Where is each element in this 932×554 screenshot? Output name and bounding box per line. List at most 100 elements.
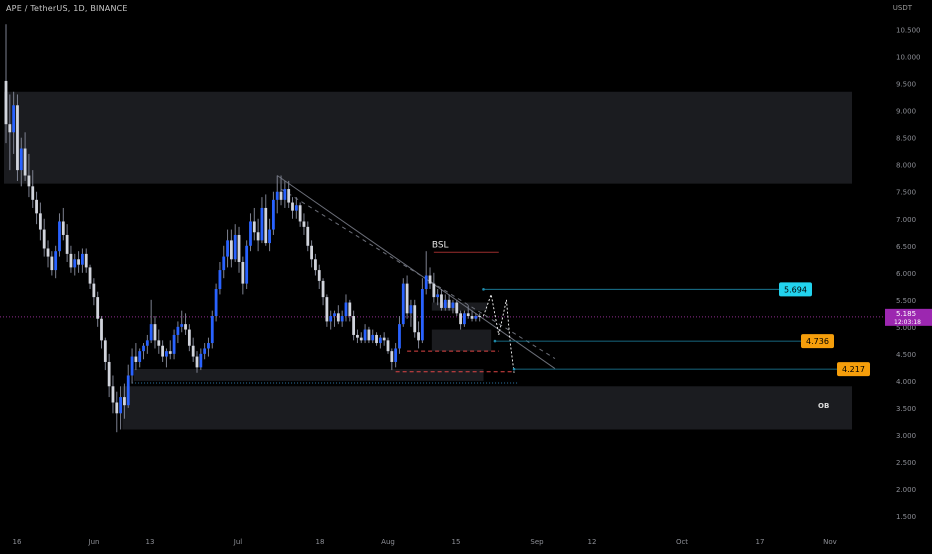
candle-body[interactable] [103,340,107,362]
candle-body[interactable] [245,245,249,284]
candle-body[interactable] [394,348,398,362]
candle-body[interactable] [61,221,65,235]
candle-body[interactable] [19,148,23,171]
candle-body[interactable] [252,221,256,233]
candle-body[interactable] [348,302,352,317]
candle-body[interactable] [115,402,119,414]
candle-body[interactable] [432,283,436,298]
candle-body[interactable] [447,299,451,308]
candle-body[interactable] [268,229,271,244]
candle-body[interactable] [142,345,145,352]
candle-body[interactable] [180,324,184,327]
candle-body[interactable] [375,334,378,344]
candle-body[interactable] [325,297,329,322]
candle-body[interactable] [294,205,298,211]
candle-body[interactable] [165,351,168,357]
candle-body[interactable] [8,124,12,133]
candle-body[interactable] [161,345,165,357]
target-box[interactable] [779,282,812,297]
candle-body[interactable] [275,191,279,200]
candle-body[interactable] [237,234,241,262]
candle-body[interactable] [367,329,371,341]
candle-body[interactable] [58,221,61,252]
candle-body[interactable] [478,316,482,318]
candle-body[interactable] [359,337,363,341]
candle-body[interactable] [149,324,153,341]
candle-body[interactable] [207,343,210,349]
candle-body[interactable] [306,226,310,246]
candle-body[interactable] [134,356,138,362]
candle-body[interactable] [401,283,405,325]
candle-body[interactable] [291,202,294,211]
candle-body[interactable] [336,313,340,322]
candle-body[interactable] [23,148,27,176]
candle-body[interactable] [321,280,325,298]
candle-body[interactable] [463,313,466,325]
candle-body[interactable] [88,267,92,284]
candle-body[interactable] [210,316,214,344]
candle-body[interactable] [413,305,417,333]
candle-body[interactable] [455,302,459,314]
candle-body[interactable] [153,324,157,341]
candle-body[interactable] [314,259,317,271]
candle-body[interactable] [195,356,199,368]
candle-body[interactable] [130,356,134,376]
candle-body[interactable] [382,337,386,341]
candle-body[interactable] [126,375,130,406]
candle-body[interactable] [333,313,336,317]
candle-body[interactable] [176,326,180,335]
candle-body[interactable] [428,275,432,284]
candle-body[interactable] [241,261,245,284]
candle-body[interactable] [310,245,313,260]
candle-body[interactable] [226,240,229,257]
candle-body[interactable] [73,259,77,268]
candle-body[interactable] [459,313,462,325]
candle-body[interactable] [443,299,447,308]
candle-body[interactable] [344,302,348,317]
candle-body[interactable] [138,351,142,362]
candle-body[interactable] [168,351,172,354]
candle-body[interactable] [256,232,260,241]
candle-body[interactable] [409,305,413,314]
candle-body[interactable] [119,397,122,414]
candle-body[interactable] [470,316,474,319]
candle-body[interactable] [46,248,50,257]
candle-body[interactable] [451,302,455,308]
candle-body[interactable] [222,256,226,271]
candle-body[interactable] [371,334,375,341]
candle-body[interactable] [172,334,176,354]
candle-body[interactable] [420,289,424,341]
candle-body[interactable] [329,316,333,322]
candle-body[interactable] [405,283,409,314]
candle-body[interactable] [356,334,359,338]
candle-body[interactable] [283,189,287,200]
candle-body[interactable] [31,186,35,200]
candle-body[interactable] [264,207,268,244]
candle-body[interactable] [145,340,149,346]
candle-body[interactable] [417,332,420,341]
candle-body[interactable] [35,199,38,214]
candle-body[interactable] [65,234,69,254]
candle-body[interactable] [4,80,8,125]
candle-body[interactable] [123,397,126,406]
candle-body[interactable] [363,329,367,341]
candle-body[interactable] [302,221,306,227]
candle-body[interactable] [436,294,440,298]
candle-body[interactable] [352,316,356,335]
candle-body[interactable] [77,259,80,265]
candle-body[interactable] [184,324,187,330]
candle-body[interactable] [100,318,103,341]
candle-body[interactable] [187,329,191,346]
candle-body[interactable] [317,270,321,281]
candle-body[interactable] [27,175,31,187]
candle-body[interactable] [279,191,283,200]
candle-body[interactable] [474,316,478,319]
candle-body[interactable] [214,289,218,317]
candle-body[interactable] [233,234,237,260]
candle-body[interactable] [111,386,115,403]
candle-body[interactable] [287,189,291,203]
candle-body[interactable] [69,253,73,268]
candle-body[interactable] [92,283,96,298]
